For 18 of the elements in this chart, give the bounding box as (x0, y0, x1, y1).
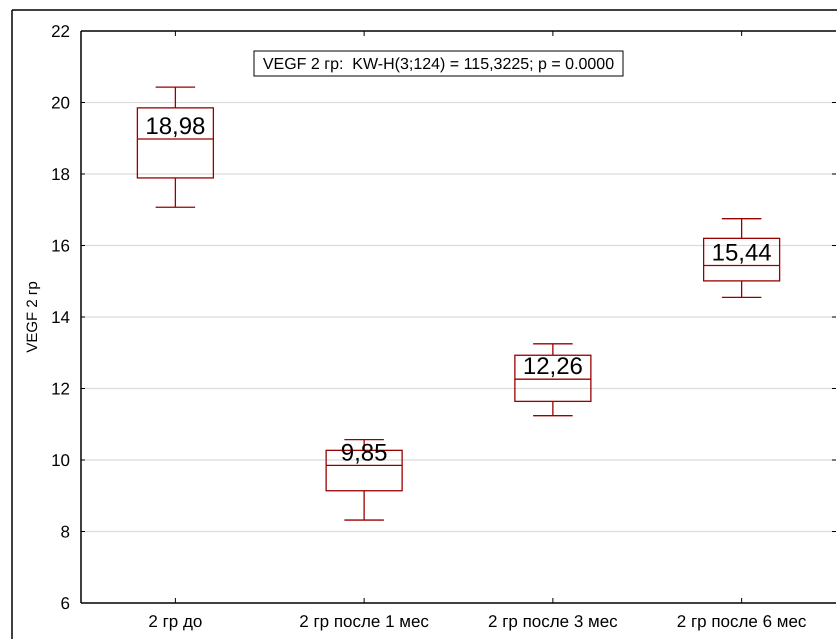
text: 15,44 (712, 240, 772, 267)
text: 18,98 (145, 112, 206, 140)
y-tick-label: 20 (51, 93, 70, 112)
x-tick-label: 2 гр до (148, 612, 202, 631)
annotation: VEGF 2 гр: KW-H(3;124) = 115,3225; p = 0.0000 (262, 56, 614, 74)
y-axis-title: VEGF 2 гр (24, 281, 41, 353)
y-tick-label: 10 (51, 450, 70, 470)
y-tick-label: 16 (51, 236, 70, 256)
x-tick-label: 2 гр после 6 мес (676, 612, 807, 631)
y-tick-label: 8 (60, 522, 70, 542)
text: 12,26 (522, 353, 583, 380)
x-tick-label: 2 гр после 3 мес (488, 612, 618, 631)
x-tick-label: 2 гр после 1 мес (299, 612, 430, 631)
y-tick-label: 6 (60, 594, 70, 613)
y-tick-label: 14 (51, 308, 70, 327)
y-tick-label: 22 (51, 22, 70, 41)
y-tick-label: 12 (51, 379, 70, 398)
y-tick-label: 18 (51, 164, 70, 184)
